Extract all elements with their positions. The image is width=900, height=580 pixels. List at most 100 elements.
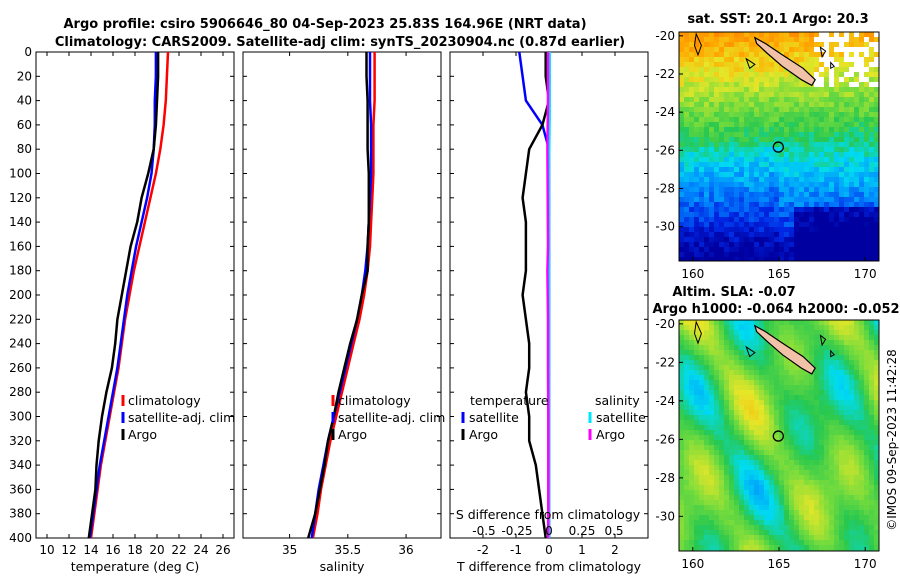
sst_map-cells — [679, 32, 880, 262]
diff-legend-label: satellite — [596, 410, 646, 425]
temperature-xtick-label: 24 — [193, 543, 208, 557]
sla_map-ytick-label: -30 — [655, 509, 675, 523]
salinity-axes-box — [242, 51, 442, 539]
diff-s-tick-label: -0.5 — [472, 524, 495, 538]
sst_map-ytick-label: -20 — [655, 29, 675, 43]
diff-s-axis-label: S difference from climatology — [456, 507, 641, 522]
sst_map-xtick-label: 160 — [681, 267, 704, 281]
sla_map-xtick-label: 165 — [768, 557, 791, 571]
temperature-xlabel: temperature (deg C) — [71, 559, 200, 574]
sla_map-reef-outline — [830, 349, 835, 358]
sst_map-ytick-label: -28 — [655, 181, 675, 195]
temperature-legend-label: Argo — [128, 427, 157, 442]
difference-xtick-label: 1 — [578, 543, 586, 557]
temperature-legend-label: climatology — [128, 393, 201, 408]
sst-map-title: sat. SST: 20.1 Argo: 20.3 — [687, 12, 868, 27]
sla_map-ytick-label: -22 — [655, 355, 675, 369]
temperature-ytick-label: 380 — [9, 507, 32, 521]
temperature-xtick-label: 26 — [215, 543, 230, 557]
sla_map-ytick-label: -26 — [655, 432, 675, 446]
salinity-legend-label: Argo — [338, 427, 367, 442]
temperature-ytick-label: 20 — [17, 69, 32, 83]
temperature-ytick-label: 40 — [17, 94, 32, 108]
diff-s-tick-label: -0.25 — [501, 524, 532, 538]
temperature-ytick-label: 160 — [9, 239, 32, 253]
sst_map-island-new-caledonia — [753, 36, 816, 87]
sla_map-argo-marker — [772, 430, 784, 442]
temperature-ytick-label: 220 — [9, 312, 32, 326]
salinity-xtick-label: 35.5 — [334, 543, 361, 557]
diff-s-tick-label: 0.25 — [569, 524, 596, 538]
sst_map-xtick-label: 165 — [768, 267, 791, 281]
imos-timestamp: ©IMOS 09-Sep-2023 11:42:28 — [885, 349, 899, 531]
diff-legend-label: Argo — [596, 427, 625, 442]
difference-panel: -2 -1 0 1 2 T difference from climatology temp… — [449, 51, 649, 574]
sst_map-ytick-label: -22 — [655, 67, 675, 81]
temperature-ytick-label: 340 — [9, 458, 32, 472]
difference-xtick-label: -1 — [510, 543, 522, 557]
temperature-panel: 0 20 40 60 80 100 120 140 160 180 200 220 240 260 280 3… — [9, 45, 235, 574]
sst_map-ytick-label: -30 — [655, 220, 675, 234]
temperature-ytick-label: 180 — [9, 264, 32, 278]
sst-map-panel: -20 -22 -24 -26 -28 -30 160 165 170 sat. SST: 20.… — [655, 12, 880, 281]
salinity-series-climatology — [311, 52, 376, 539]
diff-s-tick-label: 0 — [545, 524, 553, 538]
diff-legend-label: satellite — [469, 410, 519, 425]
temperature-ytick-label: 100 — [9, 167, 32, 181]
sst_map-ytick-label: -26 — [655, 143, 675, 157]
temperature-ytick-label: 140 — [9, 215, 32, 229]
difference-xlabel: T difference from climatology — [456, 559, 642, 574]
sla_map-reef-outline — [745, 345, 756, 358]
difference-series-temperature-argo — [521, 52, 551, 539]
figure-title-line2: Climatology: CARS2009. Satellite-adj cli… — [55, 35, 625, 50]
difference-xtick-label: 2 — [611, 543, 619, 557]
diff-legend-label: Argo — [469, 427, 498, 442]
temperature-axes-box — [35, 51, 235, 539]
temperature-xtick-label: 14 — [83, 543, 98, 557]
sla_map-ytick-label: -20 — [655, 317, 675, 331]
difference-xtick-label: 0 — [545, 543, 553, 557]
sla_map-xtick-label: 160 — [681, 557, 704, 571]
sla_map-cells — [679, 320, 880, 552]
sla_map-reef-outline — [693, 320, 702, 345]
difference-xtick-label: -2 — [477, 543, 489, 557]
temperature-ytick-label: 60 — [17, 118, 32, 132]
sla-map-panel: -20 -22 -24 -26 -28 -30 160 165 170 Altim. SLA: -… — [652, 285, 899, 571]
sst_map-xtick-label: 170 — [854, 267, 877, 281]
sst_map-reef-outline — [830, 61, 835, 70]
difference-series-salinity-argo — [546, 52, 550, 539]
sla_map-ytick-label: -24 — [655, 394, 675, 408]
temperature-ytick-label: 200 — [9, 288, 32, 302]
diff-s-tick-label: 0.5 — [604, 524, 623, 538]
salinity-xlabel: salinity — [320, 559, 365, 574]
temperature-ytick-label: 400 — [9, 531, 32, 545]
temperature-ytick-label: 280 — [9, 385, 32, 399]
sst_map-argo-marker — [772, 141, 784, 153]
sla_map-island-new-caledonia — [753, 324, 816, 375]
temperature-xtick-label: 20 — [149, 543, 164, 557]
temperature-ytick-label: 80 — [17, 142, 32, 156]
temperature-ytick-label: 300 — [9, 410, 32, 424]
temperature-ytick-label: 260 — [9, 361, 32, 375]
temperature-xtick-label: 10 — [39, 543, 54, 557]
salinity-legend-label: satellite-adj. clim — [338, 410, 445, 425]
salinity-series-argo — [306, 52, 371, 539]
temperature-ytick-label: 0 — [24, 45, 32, 59]
sla-map-title-line1: Altim. SLA: -0.07 — [672, 285, 795, 300]
temperature-xtick-label: 16 — [105, 543, 120, 557]
temperature-xtick-label: 22 — [171, 543, 186, 557]
sst_map-reef-outline — [693, 32, 702, 57]
sla_map-reef-outline — [819, 334, 827, 347]
temperature-ytick-label: 360 — [9, 482, 32, 496]
sla-map-title-line2: Argo h1000: -0.064 h2000: -0.052 — [652, 302, 899, 317]
temperature-xtick-label: 18 — [127, 543, 142, 557]
temperature-xtick-label: 12 — [61, 543, 76, 557]
diff-legend-title-salinity: salinity — [595, 393, 640, 408]
sst_map-ytick-label: -24 — [655, 105, 675, 119]
temperature-ytick-label: 320 — [9, 434, 32, 448]
diff-legend-title-temperature: temperature — [470, 393, 549, 408]
temperature-series-argo — [87, 52, 160, 539]
figure-title-line1: Argo profile: csiro 5906646_80 04-Sep-20… — [63, 17, 586, 32]
temperature-ytick-label: 120 — [9, 191, 32, 205]
